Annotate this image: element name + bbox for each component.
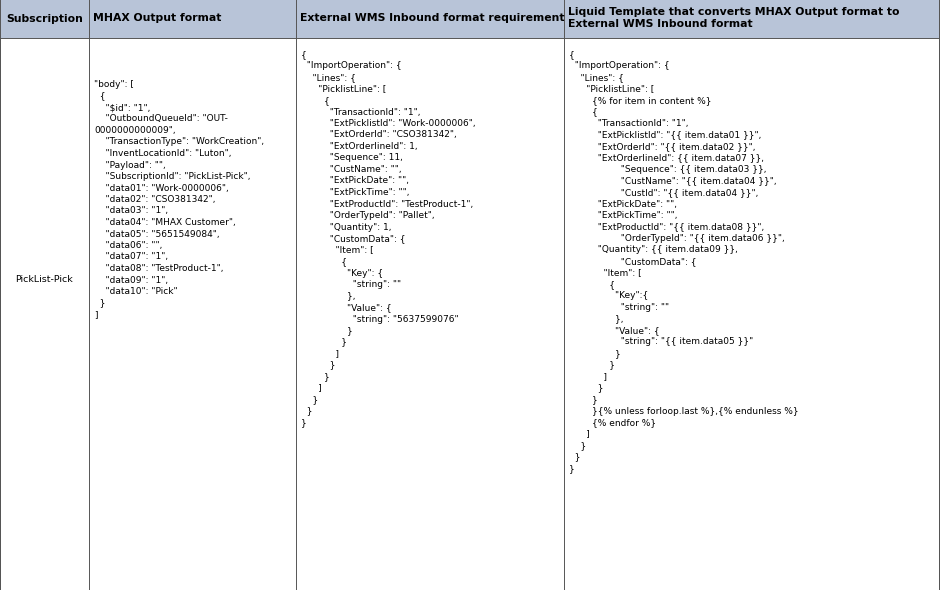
Text: "ExtPickTime": "",: "ExtPickTime": "", xyxy=(569,211,678,220)
Text: }: } xyxy=(569,360,615,369)
Text: "data06": "",: "data06": "", xyxy=(94,241,163,250)
Text: },: }, xyxy=(569,314,623,323)
Text: "ExtPickDate": "",: "ExtPickDate": "", xyxy=(301,176,409,185)
Text: "Quantity": {{ item.data09 }},: "Quantity": {{ item.data09 }}, xyxy=(569,245,738,254)
Text: "string": "": "string": "" xyxy=(569,303,669,312)
Text: "ExtOrderId": "{{ item.data02 }}",: "ExtOrderId": "{{ item.data02 }}", xyxy=(569,142,756,151)
Text: "body": [: "body": [ xyxy=(94,80,133,89)
Text: }: } xyxy=(301,407,312,415)
Text: "ExtPickDate": "",: "ExtPickDate": "", xyxy=(569,199,677,208)
Text: "data09": "1",: "data09": "1", xyxy=(94,276,168,284)
Text: "data02": "CSO381342",: "data02": "CSO381342", xyxy=(94,195,215,204)
Text: }: } xyxy=(569,464,574,473)
Text: "$id": "1",: "$id": "1", xyxy=(94,103,150,112)
Text: MHAX Output format: MHAX Output format xyxy=(93,13,222,23)
Text: "Key": {: "Key": { xyxy=(301,268,384,277)
Text: "ImportOperation": {: "ImportOperation": { xyxy=(301,61,401,70)
Text: }: } xyxy=(569,384,603,392)
Text: ]: ] xyxy=(94,310,98,319)
Text: "data08": "TestProduct-1",: "data08": "TestProduct-1", xyxy=(94,264,224,273)
Text: "ExtPickTime": "",: "ExtPickTime": "", xyxy=(301,188,410,197)
Text: "TransactionId": "1",: "TransactionId": "1", xyxy=(301,107,420,116)
Text: ]: ] xyxy=(301,349,339,358)
Text: "data03": "1",: "data03": "1", xyxy=(94,206,168,215)
Text: ]: ] xyxy=(301,384,321,392)
Text: "CustId": "{{ item.data04 }}",: "CustId": "{{ item.data04 }}", xyxy=(569,188,759,197)
Text: "PicklistLine": [: "PicklistLine": [ xyxy=(301,84,386,93)
Text: {: { xyxy=(569,107,598,116)
Text: {: { xyxy=(94,91,105,100)
Text: "Value": {: "Value": { xyxy=(569,326,660,335)
Text: }: } xyxy=(569,349,620,358)
Text: }: } xyxy=(94,299,105,307)
Text: "Sequence": 11,: "Sequence": 11, xyxy=(301,153,403,162)
Text: {: { xyxy=(569,280,615,289)
Text: ]: ] xyxy=(569,372,607,381)
Text: ]: ] xyxy=(569,430,589,438)
Text: "InventLocationId": "Luton",: "InventLocationId": "Luton", xyxy=(94,149,231,158)
Text: }: } xyxy=(301,337,347,346)
Text: "Item": [: "Item": [ xyxy=(301,245,373,254)
Text: {: { xyxy=(301,257,347,266)
Text: "TransactionType": "WorkCreation",: "TransactionType": "WorkCreation", xyxy=(94,137,264,146)
Text: }: } xyxy=(301,418,306,427)
Text: "OrderTypeId": "Pallet",: "OrderTypeId": "Pallet", xyxy=(301,211,434,220)
Text: "Lines": {: "Lines": { xyxy=(569,73,624,82)
Text: "Sequence": {{ item.data03 }},: "Sequence": {{ item.data03 }}, xyxy=(569,165,766,174)
Text: "ExtProductId": "{{ item.data08 }}",: "ExtProductId": "{{ item.data08 }}", xyxy=(569,222,764,231)
Text: {: { xyxy=(301,50,306,59)
Text: 0000000000009",: 0000000000009", xyxy=(94,126,176,135)
Text: PickList-Pick: PickList-Pick xyxy=(16,276,73,284)
Text: "ExtPicklistId": "{{ item.data01 }}",: "ExtPicklistId": "{{ item.data01 }}", xyxy=(569,130,761,139)
Text: "ExtOrderlineId": 1,: "ExtOrderlineId": 1, xyxy=(301,142,417,151)
Text: "CustName": "",: "CustName": "", xyxy=(301,165,401,174)
Text: "OutboundQueueId": "OUT-: "OutboundQueueId": "OUT- xyxy=(94,114,227,123)
Text: "data10": "Pick": "data10": "Pick" xyxy=(94,287,178,296)
Text: "Key":{: "Key":{ xyxy=(569,291,649,300)
Text: "string": "5637599076": "string": "5637599076" xyxy=(301,314,459,323)
Bar xyxy=(0,0,939,38)
Text: }: } xyxy=(569,395,598,404)
Text: "Quantity": 1,: "Quantity": 1, xyxy=(301,222,391,231)
Text: {: { xyxy=(569,50,574,59)
Text: "data05": "5651549084",: "data05": "5651549084", xyxy=(94,230,220,238)
Text: {% endfor %}: {% endfor %} xyxy=(569,418,656,427)
Text: "Value": {: "Value": { xyxy=(301,303,392,312)
Text: "TransactionId": "1",: "TransactionId": "1", xyxy=(569,119,688,128)
Text: "string": "": "string": "" xyxy=(301,280,401,289)
Text: Subscription: Subscription xyxy=(6,14,83,24)
Text: Liquid Template that converts MHAX Output format to
External WMS Inbound format: Liquid Template that converts MHAX Outpu… xyxy=(568,7,900,29)
Text: "Payload": "",: "Payload": "", xyxy=(94,160,165,169)
Text: "SubscriptionId": "PickList-Pick",: "SubscriptionId": "PickList-Pick", xyxy=(94,172,250,181)
Text: },: }, xyxy=(301,291,355,300)
Text: "ExtOrderId": "CSO381342",: "ExtOrderId": "CSO381342", xyxy=(301,130,457,139)
Text: "data07": "1",: "data07": "1", xyxy=(94,253,168,261)
Text: "ExtProductId": "TestProduct-1",: "ExtProductId": "TestProduct-1", xyxy=(301,199,473,208)
Text: }: } xyxy=(569,453,581,461)
Text: "CustomData": {: "CustomData": { xyxy=(569,257,697,266)
Text: "CustName": "{{ item.data04 }}",: "CustName": "{{ item.data04 }}", xyxy=(569,176,776,185)
Text: }: } xyxy=(301,372,330,381)
Text: }: } xyxy=(569,441,587,450)
Text: }: } xyxy=(301,360,336,369)
Text: }: } xyxy=(301,326,352,335)
Text: "Lines": {: "Lines": { xyxy=(301,73,356,82)
Text: "ExtPicklistId": "Work-0000006",: "ExtPicklistId": "Work-0000006", xyxy=(301,119,476,128)
Text: }{% unless forloop.last %},{% endunless %}: }{% unless forloop.last %},{% endunless … xyxy=(569,407,799,415)
Text: "CustomData": {: "CustomData": { xyxy=(301,234,405,243)
Text: "string": "{{ item.data05 }}": "string": "{{ item.data05 }}" xyxy=(569,337,753,346)
Text: "data01": "Work-0000006",: "data01": "Work-0000006", xyxy=(94,183,228,192)
Text: "OrderTypeId": "{{ item.data06 }}",: "OrderTypeId": "{{ item.data06 }}", xyxy=(569,234,785,243)
Text: {% for item in content %}: {% for item in content %} xyxy=(569,96,712,105)
Text: "data04": "MHAX Customer",: "data04": "MHAX Customer", xyxy=(94,218,236,227)
Text: {: { xyxy=(301,96,330,105)
Text: "Item": [: "Item": [ xyxy=(569,268,642,277)
Text: "ImportOperation": {: "ImportOperation": { xyxy=(569,61,669,70)
Text: }: } xyxy=(301,395,319,404)
Text: "ExtOrderlineId": {{ item.data07 }},: "ExtOrderlineId": {{ item.data07 }}, xyxy=(569,153,764,162)
Text: External WMS Inbound format requirement: External WMS Inbound format requirement xyxy=(300,13,565,23)
Text: "PicklistLine": [: "PicklistLine": [ xyxy=(569,84,654,93)
